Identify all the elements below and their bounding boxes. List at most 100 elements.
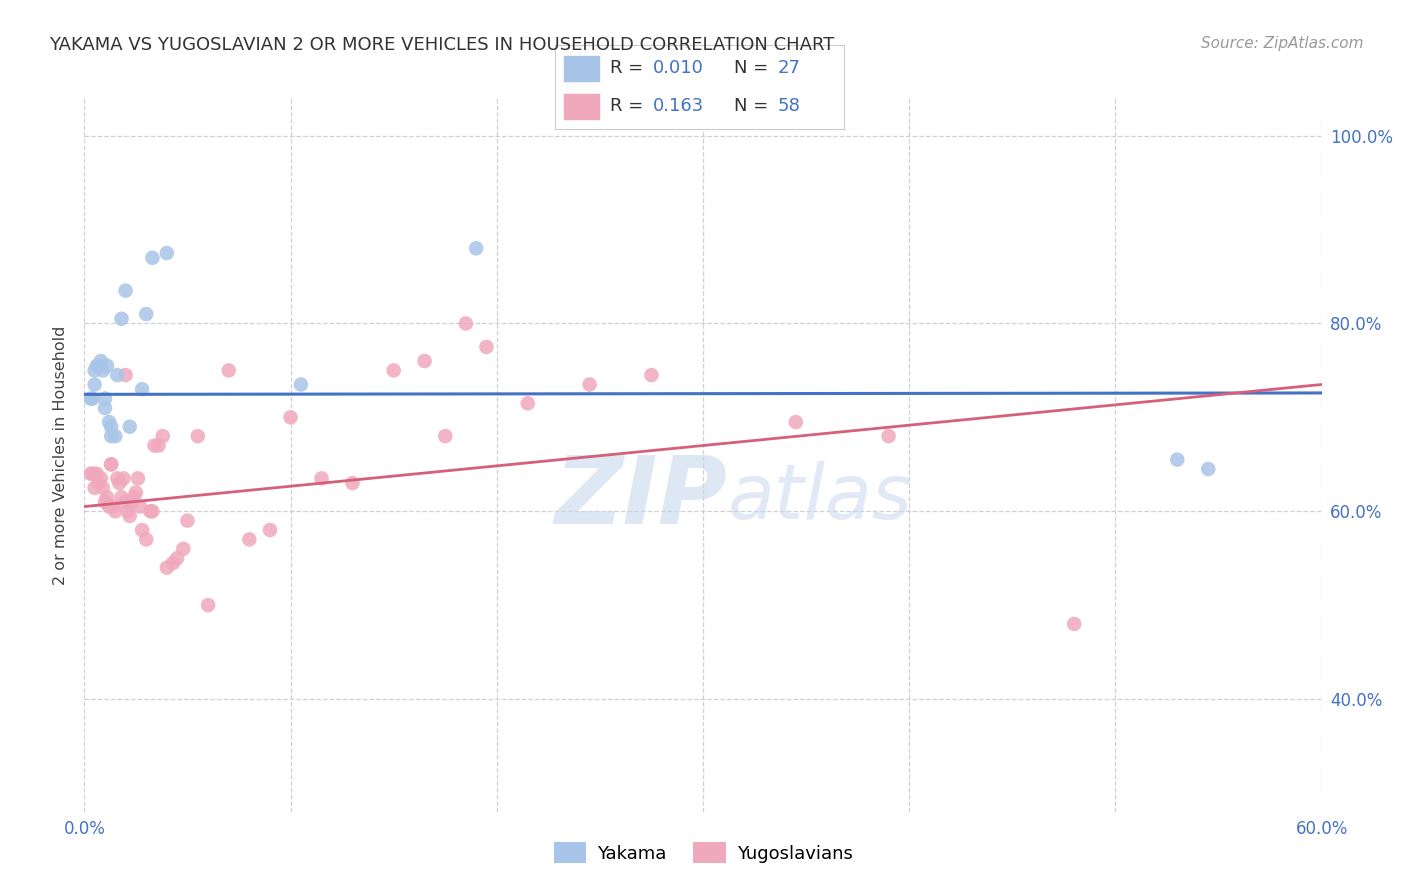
Text: YAKAMA VS YUGOSLAVIAN 2 OR MORE VEHICLES IN HOUSEHOLD CORRELATION CHART: YAKAMA VS YUGOSLAVIAN 2 OR MORE VEHICLES… [49, 36, 835, 54]
Point [94, 392, 117, 406]
Point [141, 504, 163, 518]
Point [131, 382, 153, 396]
Point [114, 368, 136, 383]
Point [156, 560, 179, 574]
Text: atlas: atlas [728, 461, 912, 534]
Point [342, 476, 364, 491]
Point [82, 392, 104, 406]
Point [454, 317, 477, 331]
Point [79, 392, 101, 406]
Point [129, 500, 152, 514]
Point [86, 359, 108, 373]
Point [259, 523, 281, 537]
Legend: Yakama, Yugoslavians: Yakama, Yugoslavians [547, 835, 859, 871]
Point [83, 377, 105, 392]
Text: 27: 27 [778, 60, 800, 78]
Point [311, 471, 333, 485]
Point [117, 504, 139, 518]
Point [187, 429, 209, 443]
Point [91, 363, 114, 377]
Point [127, 471, 149, 485]
Point [1197, 462, 1219, 476]
Point [238, 533, 260, 547]
Point [87, 476, 110, 491]
Bar [564, 94, 599, 120]
Point [94, 495, 117, 509]
Point [135, 307, 157, 321]
Point [98, 415, 121, 429]
Point [83, 363, 105, 377]
Point [87, 359, 110, 373]
Text: 0.163: 0.163 [654, 97, 704, 115]
Text: N =: N = [734, 60, 775, 78]
Point [114, 495, 136, 509]
Point [139, 504, 162, 518]
Y-axis label: 2 or more Vehicles in Household: 2 or more Vehicles in Household [53, 326, 69, 584]
Point [118, 508, 141, 523]
Point [166, 551, 188, 566]
Point [118, 419, 141, 434]
Point [135, 533, 157, 547]
Point [112, 471, 135, 485]
Point [152, 429, 174, 443]
Text: 0.010: 0.010 [654, 60, 704, 78]
Point [162, 556, 184, 570]
Point [290, 377, 312, 392]
Text: R =: R = [610, 97, 650, 115]
Point [172, 541, 194, 556]
Point [382, 363, 405, 377]
Point [114, 284, 136, 298]
Point [110, 490, 132, 504]
Text: ZIP: ZIP [555, 451, 728, 544]
Point [105, 368, 128, 383]
Point [475, 340, 498, 354]
Point [105, 471, 128, 485]
Point [877, 429, 900, 443]
Text: R =: R = [610, 60, 650, 78]
Point [785, 415, 807, 429]
Point [90, 471, 112, 485]
Point [122, 490, 145, 504]
Point [280, 410, 302, 425]
Point [86, 467, 108, 481]
Point [83, 481, 105, 495]
Point [100, 419, 122, 434]
Point [108, 476, 131, 491]
Point [79, 467, 101, 481]
Point [104, 429, 127, 443]
Point [143, 438, 166, 452]
Point [104, 504, 127, 518]
Point [110, 311, 132, 326]
Point [578, 377, 600, 392]
Point [125, 485, 148, 500]
Point [131, 523, 153, 537]
Point [100, 458, 122, 472]
Point [82, 467, 104, 481]
Point [96, 490, 118, 504]
Point [103, 500, 125, 514]
Point [640, 368, 662, 383]
Point [90, 354, 112, 368]
Point [176, 514, 198, 528]
Point [197, 598, 219, 612]
Text: 58: 58 [778, 97, 800, 115]
Point [516, 396, 538, 410]
Point [218, 363, 240, 377]
Point [1166, 452, 1188, 467]
Point [98, 500, 121, 514]
Point [1063, 616, 1085, 631]
Point [94, 401, 117, 415]
Text: Source: ZipAtlas.com: Source: ZipAtlas.com [1201, 36, 1364, 51]
Point [121, 495, 143, 509]
Point [100, 429, 122, 443]
Point [141, 251, 163, 265]
Point [100, 458, 122, 472]
Point [148, 438, 170, 452]
Point [96, 359, 118, 373]
Text: N =: N = [734, 97, 775, 115]
Point [156, 246, 179, 260]
Point [413, 354, 436, 368]
Point [465, 241, 488, 255]
Bar [564, 55, 599, 81]
Point [91, 481, 114, 495]
